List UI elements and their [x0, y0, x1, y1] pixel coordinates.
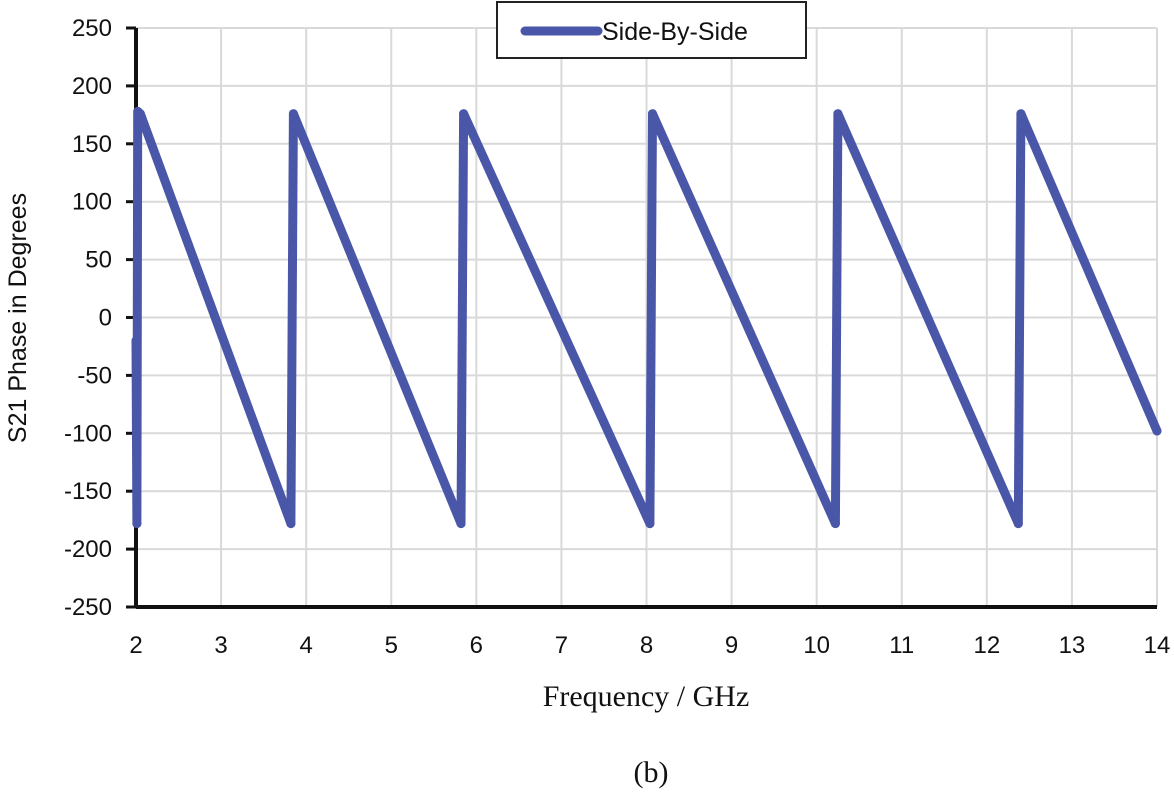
data-point: [645, 519, 655, 529]
y-tick-label: 50: [85, 247, 112, 274]
data-point: [286, 519, 296, 529]
y-tick-label: -100: [64, 420, 112, 447]
x-tick-label: 10: [803, 632, 830, 659]
x-tick-label: 2: [129, 632, 142, 659]
x-tick-label: 3: [214, 632, 227, 659]
y-axis-title: S21 Phase in Degrees: [4, 193, 32, 443]
x-tick-label: 7: [555, 632, 568, 659]
x-tick-label: 6: [470, 632, 483, 659]
y-tick-label: 250: [72, 15, 112, 42]
tick-labels: 2 3 4 5 6 7 8 9 10 11 12 13 14 250 200 150 100 50 0 -50 -100…: [64, 15, 1170, 659]
y-tick-label: 150: [72, 131, 112, 158]
x-axis-title: Frequency / GHz: [543, 680, 750, 713]
y-tick-label: -150: [64, 478, 112, 505]
y-tick-label: 100: [72, 189, 112, 216]
data-point: [459, 109, 469, 119]
x-tick-label: 13: [1059, 632, 1086, 659]
data-point: [456, 519, 466, 529]
y-tick-label: 0: [99, 305, 112, 332]
x-tick-label: 4: [299, 632, 312, 659]
series-layer: [131, 106, 1162, 529]
x-tick-label: 12: [973, 632, 1000, 659]
x-tick-label: 5: [385, 632, 398, 659]
legend-label: Side-By-Side: [602, 18, 748, 46]
data-point: [131, 336, 141, 346]
data-point: [833, 109, 843, 119]
x-tick-label: 8: [640, 632, 653, 659]
legend: Side-By-Side: [496, 1, 807, 59]
y-tick-label: -50: [77, 362, 112, 389]
y-tick-label: -250: [64, 594, 112, 621]
x-tick-label: 14: [1144, 632, 1171, 659]
y-tick-label: 200: [72, 73, 112, 100]
data-point: [135, 109, 145, 119]
data-point: [1016, 109, 1026, 119]
x-tick-label: 9: [725, 632, 738, 659]
data-point: [1152, 426, 1162, 436]
data-point: [1013, 519, 1023, 529]
x-tick-label: 11: [889, 632, 914, 659]
data-point: [288, 109, 298, 119]
figure-caption: (b): [634, 756, 669, 789]
data-point: [132, 519, 142, 529]
y-tick-label: -200: [64, 536, 112, 563]
data-point: [830, 519, 840, 529]
data-point: [648, 109, 657, 119]
